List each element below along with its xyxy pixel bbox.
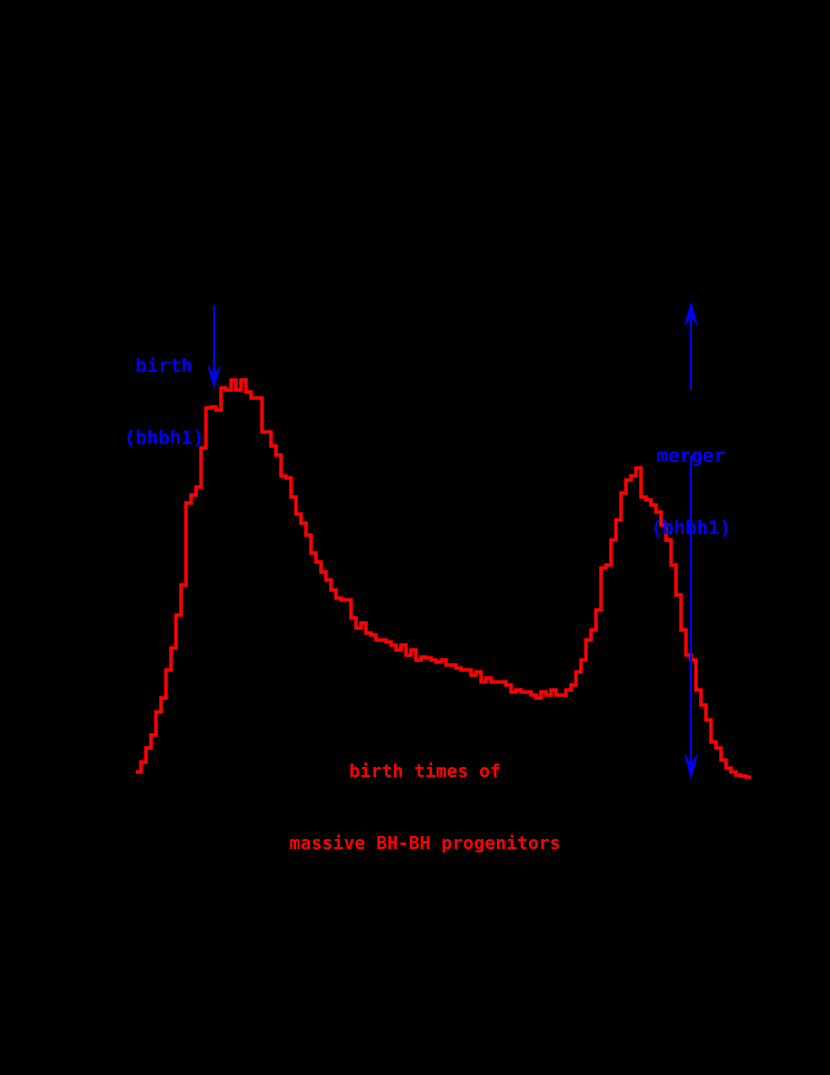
birth-annotation: birth (bhbh1) [118, 306, 210, 474]
merger-annotation: merger (bhbh1) [636, 396, 746, 564]
birth-times-histogram [136, 378, 751, 779]
series-label-line2: massive BH-BH progenitors [289, 833, 561, 854]
series-label-line1: birth times of [349, 761, 501, 782]
series-annotation: birth times of massive BH-BH progenitors [260, 712, 590, 880]
merger-arrow-icon [684, 301, 698, 780]
merger-label-line2: (bhbh1) [650, 517, 732, 539]
birth-arrow-icon [207, 305, 221, 389]
birth-label-line2: (bhbh1) [123, 427, 205, 449]
birth-label-line1: birth [135, 355, 193, 377]
merger-label-line1: merger [656, 445, 726, 467]
